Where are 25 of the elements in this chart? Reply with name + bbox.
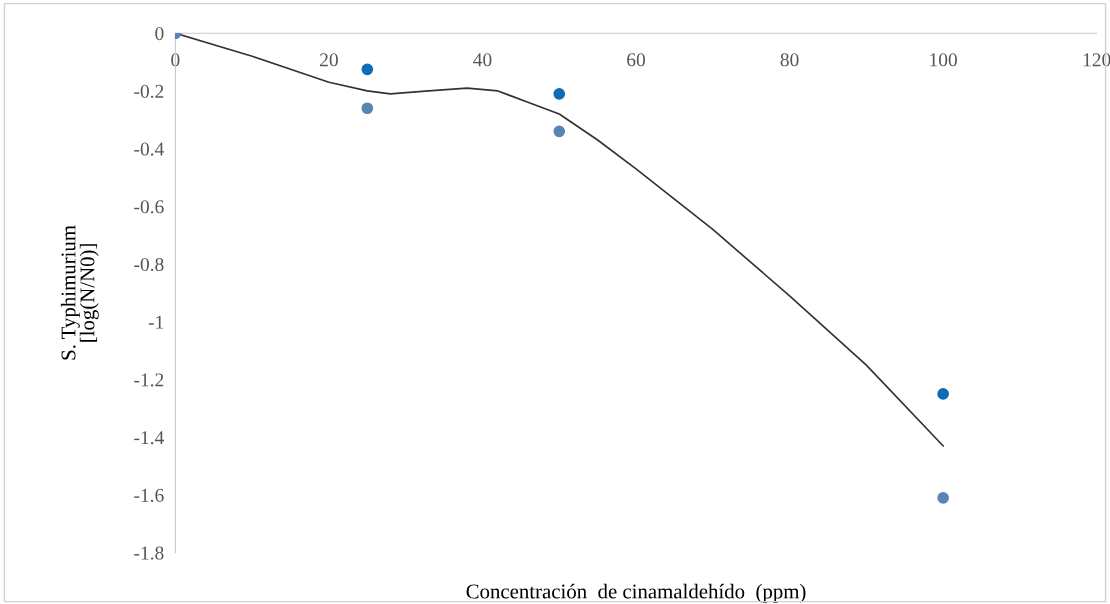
y-tick-label: -1.4: [134, 431, 164, 445]
y-tick-label: -0.2: [134, 84, 164, 98]
x-tick-label: 120: [1083, 53, 1110, 67]
x-tick-label: 40: [473, 53, 492, 67]
y-tick-label: -1.2: [134, 373, 164, 387]
point: [937, 388, 949, 400]
x-tick-label: 0: [171, 53, 180, 67]
point: [553, 87, 566, 100]
y-axis-title: S. Typhimurium [log(N/N0)]: [60, 225, 99, 360]
y-tick-label: -0.8: [134, 257, 164, 272]
x-tick-label: 60: [627, 53, 646, 67]
point: [937, 491, 949, 504]
point: [361, 63, 374, 76]
x-tick-label: 20: [320, 53, 338, 67]
y-tick-label: -1: [148, 315, 164, 329]
x-tick-label: 100: [930, 53, 957, 67]
x-tick-label: 80: [780, 53, 799, 67]
y-tick-label: -1.6: [134, 488, 164, 502]
y-tick-label: -0.6: [134, 200, 164, 214]
y-tick-label: 0: [155, 27, 164, 41]
x-axis-title: Concentración de cinamaldehído (ppm): [466, 583, 806, 603]
point: [553, 125, 566, 138]
y-tick-label: -0.4: [134, 142, 164, 156]
point: [361, 102, 374, 115]
y-tick-label: -1.8: [134, 546, 164, 560]
